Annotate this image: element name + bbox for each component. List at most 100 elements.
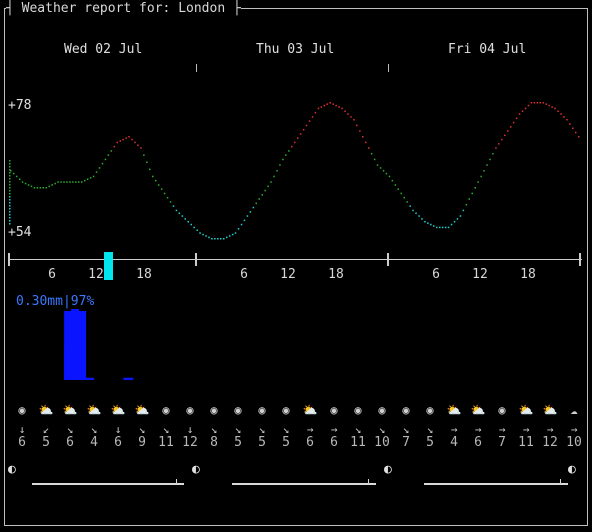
- temperature-point: [181, 215, 184, 217]
- temperature-point: [359, 130, 361, 132]
- partly-cloudy-icon: ⛅: [518, 403, 534, 417]
- temperature-point: [155, 179, 157, 182]
- temperature-point: [75, 181, 77, 183]
- temperature-point: [276, 170, 278, 172]
- wind-speed: 5: [258, 435, 266, 450]
- temperature-point: [471, 192, 473, 195]
- wind-speed: 4: [450, 435, 458, 450]
- temperature-point: [326, 103, 328, 105]
- hour-label: 6: [48, 267, 56, 282]
- temperature-point: [388, 175, 391, 178]
- wind-speed: 6: [18, 435, 26, 450]
- temperature-point: [436, 226, 438, 229]
- precipitation-label: 0.30mm|97%: [16, 294, 95, 309]
- wind-direction-icon: →: [570, 423, 578, 436]
- temperature-point: [116, 141, 118, 144]
- wind-direction-icon: ↓: [186, 423, 194, 436]
- temperature-point: [9, 220, 11, 222]
- temperature-point: [223, 238, 225, 240]
- temperature-point: [480, 175, 482, 178]
- temperature-point: [9, 196, 11, 198]
- wind-direction-icon: →: [474, 423, 482, 436]
- wind-direction-icon: ↘: [378, 423, 386, 436]
- temperature-point: [18, 178, 21, 180]
- temperature-point: [63, 181, 65, 183]
- temperature-point: [353, 119, 355, 121]
- hour-label: 18: [520, 267, 536, 282]
- moon-phase-icon: ◐: [568, 462, 576, 477]
- temperature-point: [9, 187, 11, 189]
- temperature-point: [208, 236, 210, 239]
- temperature-point: [554, 107, 556, 110]
- window-title: ┤ Weather report for: London ├: [6, 0, 241, 17]
- max-temp-label: +78: [8, 98, 32, 113]
- temperature-point: [54, 182, 56, 185]
- sun-icon: ◉: [498, 403, 506, 417]
- temperature-point: [24, 182, 27, 185]
- temperature-point: [234, 232, 237, 234]
- temperature-point: [92, 175, 95, 178]
- axis-tick: [8, 253, 10, 266]
- cloud-icon: ☁: [570, 403, 578, 417]
- wind-direction-icon: ↘: [210, 423, 218, 436]
- temperature-point: [527, 104, 530, 107]
- temperature-point: [10, 170, 12, 172]
- temperature-point: [492, 153, 494, 155]
- axis-tick: [195, 253, 197, 266]
- temperature-point: [391, 179, 394, 182]
- temperature-point: [308, 120, 311, 122]
- temperature-point: [243, 219, 246, 222]
- temperature-point: [9, 211, 11, 213]
- wind-speed: 10: [374, 435, 390, 450]
- hour-label: 12: [88, 267, 104, 282]
- temperature-point: [169, 201, 172, 203]
- temperature-point: [101, 162, 104, 165]
- temperature-point: [134, 141, 136, 144]
- sun-icon: ◉: [282, 403, 290, 417]
- temperature-point: [13, 172, 15, 175]
- temperature-point: [214, 238, 216, 240]
- daylight-bar: [232, 483, 376, 485]
- wind-speed: 10: [566, 435, 582, 450]
- temperature-point: [51, 184, 53, 186]
- temperature-point: [107, 154, 110, 156]
- wind-speed: 9: [138, 435, 146, 450]
- temperature-point: [252, 206, 255, 209]
- wind-speed: 12: [182, 435, 198, 450]
- temperature-point: [178, 212, 181, 214]
- temperature-point: [202, 233, 204, 236]
- temperature-point: [45, 187, 47, 189]
- temperature-point: [560, 113, 562, 115]
- axis-tick: [387, 253, 389, 266]
- wind-direction-icon: ↘: [138, 423, 146, 436]
- temperature-point: [9, 184, 11, 186]
- wind-direction-icon: →: [546, 423, 554, 436]
- temperature-point: [489, 158, 491, 161]
- wind-speed: 8: [210, 435, 218, 450]
- temperature-point: [270, 181, 272, 183]
- min-temp-label: +54: [8, 225, 32, 240]
- temperature-point: [557, 110, 559, 112]
- moon-phase-icon: ◐: [192, 462, 200, 477]
- temperature-point: [27, 184, 30, 186]
- temperature-point: [184, 218, 186, 220]
- temperature-point: [15, 175, 18, 178]
- temperature-point: [33, 187, 36, 189]
- wind-speed: 7: [498, 435, 506, 450]
- sun-icon: ◉: [18, 403, 26, 417]
- temperature-point: [332, 103, 334, 105]
- temperature-point: [86, 178, 89, 180]
- temperature-point: [569, 123, 571, 125]
- temperature-point: [406, 201, 408, 203]
- temperature-point: [237, 228, 240, 230]
- temperature-point: [456, 218, 459, 220]
- wind-speed: 7: [402, 435, 410, 450]
- temperature-point: [418, 215, 420, 217]
- temperature-point: [507, 130, 509, 132]
- wind-direction-icon: ↙: [42, 423, 50, 436]
- temperature-point: [382, 170, 385, 172]
- temperature-point: [344, 110, 346, 112]
- temperature-point: [578, 136, 580, 138]
- partly-cloudy-icon: ⛅: [134, 403, 150, 417]
- temperature-point: [385, 172, 388, 175]
